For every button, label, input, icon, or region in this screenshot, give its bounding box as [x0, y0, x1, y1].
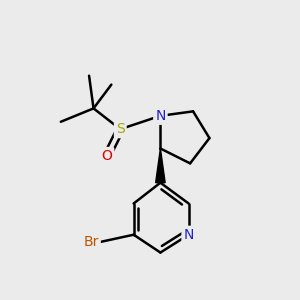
Text: N: N [155, 109, 166, 123]
Text: Br: Br [84, 235, 100, 249]
Text: O: O [101, 149, 112, 163]
Text: S: S [116, 122, 125, 136]
Polygon shape [156, 148, 165, 183]
Text: N: N [184, 228, 194, 242]
